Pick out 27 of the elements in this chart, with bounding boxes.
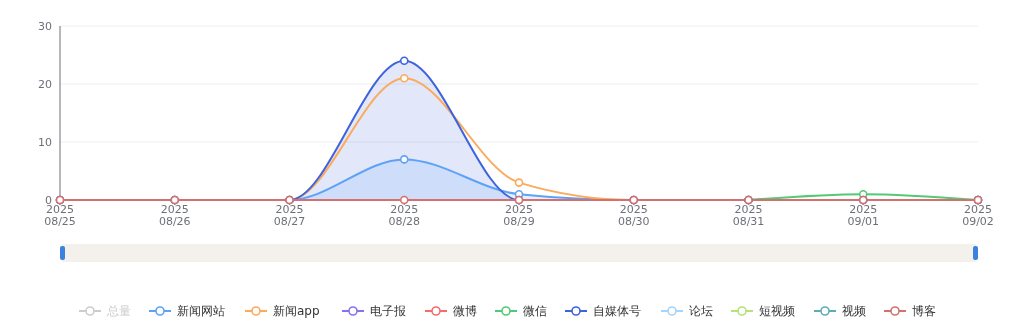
legend-label: 微信 — [523, 304, 547, 319]
point — [399, 195, 409, 205]
legend-label: 博客 — [912, 304, 936, 319]
legend-label: 电子报 — [370, 304, 406, 319]
x-tick-label: 2025 08/29 — [503, 203, 535, 228]
legend-label: 新闻app — [273, 304, 320, 319]
legend-label: 视频 — [842, 304, 866, 319]
point — [399, 155, 409, 164]
legend-label: 短视频 — [759, 304, 795, 319]
x-tick-label: 2025 08/28 — [388, 203, 421, 228]
x-tick-label: 2025 09/01 — [847, 203, 880, 228]
y-tick-label: 10 — [38, 135, 52, 149]
x-tick-label: 2025 08/25 — [44, 203, 76, 228]
x-tick-label: 2025 08/27 — [273, 203, 306, 228]
x-tick-label: 2025 08/26 — [158, 203, 191, 228]
point — [399, 73, 409, 83]
point — [399, 56, 409, 66]
x-tick-label: 2025 08/30 — [617, 203, 650, 228]
legend-label: 新闻网站 — [177, 304, 225, 319]
legend-label: 论坛 — [689, 304, 713, 319]
x-tick-label: 2025 09/02 — [962, 203, 994, 228]
point — [514, 178, 524, 187]
x-tick-label: 2025 08/31 — [732, 203, 765, 228]
y-tick-label: 30 — [38, 19, 52, 33]
legend-label: 微博 — [453, 304, 477, 319]
legend-label: 自媒体号 — [593, 304, 641, 319]
y-tick-label: 20 — [38, 77, 52, 91]
